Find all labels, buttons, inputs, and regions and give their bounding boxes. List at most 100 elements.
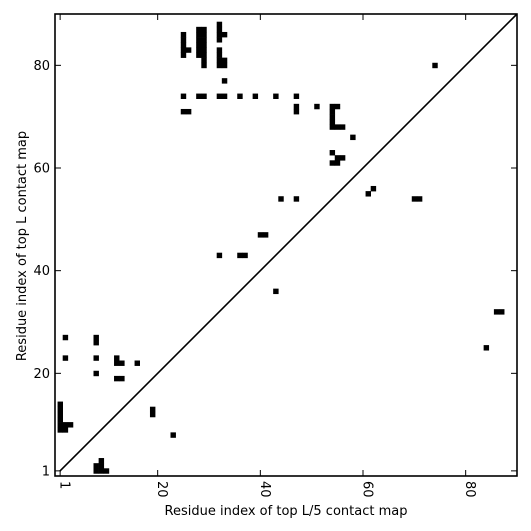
contact-point — [57, 401, 63, 407]
contact-point — [57, 406, 63, 413]
contact-point — [201, 26, 207, 33]
contact-point — [180, 37, 187, 43]
contact-point — [93, 355, 99, 361]
contact-point — [216, 57, 223, 64]
contact-point — [134, 360, 140, 366]
contact-point — [119, 375, 125, 382]
contact-point — [499, 309, 505, 315]
contact-point — [216, 26, 223, 33]
contact-point — [196, 37, 202, 43]
contact-point — [93, 339, 99, 346]
contact-point — [114, 360, 120, 366]
contact-point — [329, 108, 336, 115]
contact-point — [103, 468, 110, 474]
contact-point — [201, 52, 207, 58]
contact-point — [339, 124, 346, 130]
contact-point — [411, 196, 418, 202]
contact-point — [329, 114, 336, 120]
contact-point — [237, 93, 243, 99]
contact-point — [293, 93, 300, 99]
x-tick-label: 20 — [154, 481, 169, 498]
contact-point — [314, 103, 320, 110]
y-tick-label: 40 — [33, 264, 50, 279]
contact-point — [273, 288, 279, 295]
contact-point — [216, 62, 223, 69]
contact-point — [114, 355, 120, 361]
x-tick-label: 40 — [257, 481, 272, 498]
contact-point — [293, 196, 300, 202]
contact-point — [334, 124, 341, 130]
contact-point — [57, 422, 63, 428]
contact-point — [119, 360, 125, 366]
contact-point — [67, 422, 74, 428]
contact-point — [416, 196, 423, 202]
contact-point — [185, 47, 192, 53]
contact-point — [180, 108, 187, 115]
contact-point — [216, 252, 223, 259]
contact-point — [180, 93, 187, 99]
contact-point — [180, 42, 187, 48]
contact-point — [216, 47, 223, 53]
contact-point — [196, 52, 202, 58]
contact-point — [93, 463, 99, 469]
contact-point — [242, 252, 248, 259]
contact-point — [196, 42, 202, 48]
contact-point — [98, 468, 105, 474]
contact-point — [180, 31, 187, 38]
contact-point — [216, 93, 223, 99]
contact-point — [201, 31, 207, 38]
x-axis-label: Residue index of top L/5 contact map — [165, 504, 408, 519]
contact-point — [334, 103, 341, 110]
contact-point — [221, 57, 228, 64]
contact-point — [329, 150, 336, 156]
contact-point — [201, 93, 207, 99]
contact-point — [180, 52, 187, 58]
x-tick-label: 60 — [360, 481, 375, 498]
contact-point — [329, 103, 336, 110]
y-axis-label: Residue index of top L contact map — [15, 131, 30, 361]
plot-frame — [54, 13, 518, 477]
contact-point — [180, 47, 187, 53]
contact-point — [252, 93, 259, 99]
x-axis-ticks: 1 20 40 60 80 — [57, 14, 477, 498]
contact-point — [483, 345, 490, 351]
contact-point — [196, 93, 202, 99]
contact-point — [62, 422, 69, 428]
contact-point — [216, 37, 223, 43]
contact-point — [62, 334, 69, 341]
contact-point — [196, 47, 202, 53]
contact-point — [221, 62, 228, 69]
contact-point — [329, 119, 336, 125]
contact-point — [432, 62, 438, 69]
contact-point — [257, 232, 264, 238]
contact-point — [216, 21, 223, 28]
contact-point — [216, 31, 223, 38]
contact-point — [57, 427, 63, 433]
contact-point — [62, 355, 69, 361]
contact-point — [93, 468, 99, 474]
contact-point — [262, 232, 269, 238]
contact-point — [93, 334, 99, 341]
contact-point — [201, 42, 207, 48]
contact-point — [334, 155, 341, 161]
contact-point — [365, 191, 371, 197]
contact-point — [370, 185, 377, 192]
y-axis-ticks: 1 20 40 60 80 — [33, 59, 517, 479]
y-tick-label: 1 — [42, 464, 50, 479]
contact-point — [278, 196, 284, 202]
contact-point — [293, 103, 300, 110]
contact-point — [350, 134, 356, 141]
x-tick-label: 80 — [462, 481, 477, 498]
contact-point — [57, 411, 63, 418]
contact-point — [196, 31, 202, 38]
contact-point — [114, 375, 120, 382]
contact-point — [57, 416, 63, 423]
contact-point — [221, 78, 228, 84]
contact-point — [149, 411, 156, 418]
contact-point — [216, 52, 223, 58]
y-tick-label: 60 — [33, 162, 50, 177]
contact-point — [221, 93, 228, 99]
contact-point — [93, 370, 99, 377]
contact-point — [170, 432, 176, 438]
